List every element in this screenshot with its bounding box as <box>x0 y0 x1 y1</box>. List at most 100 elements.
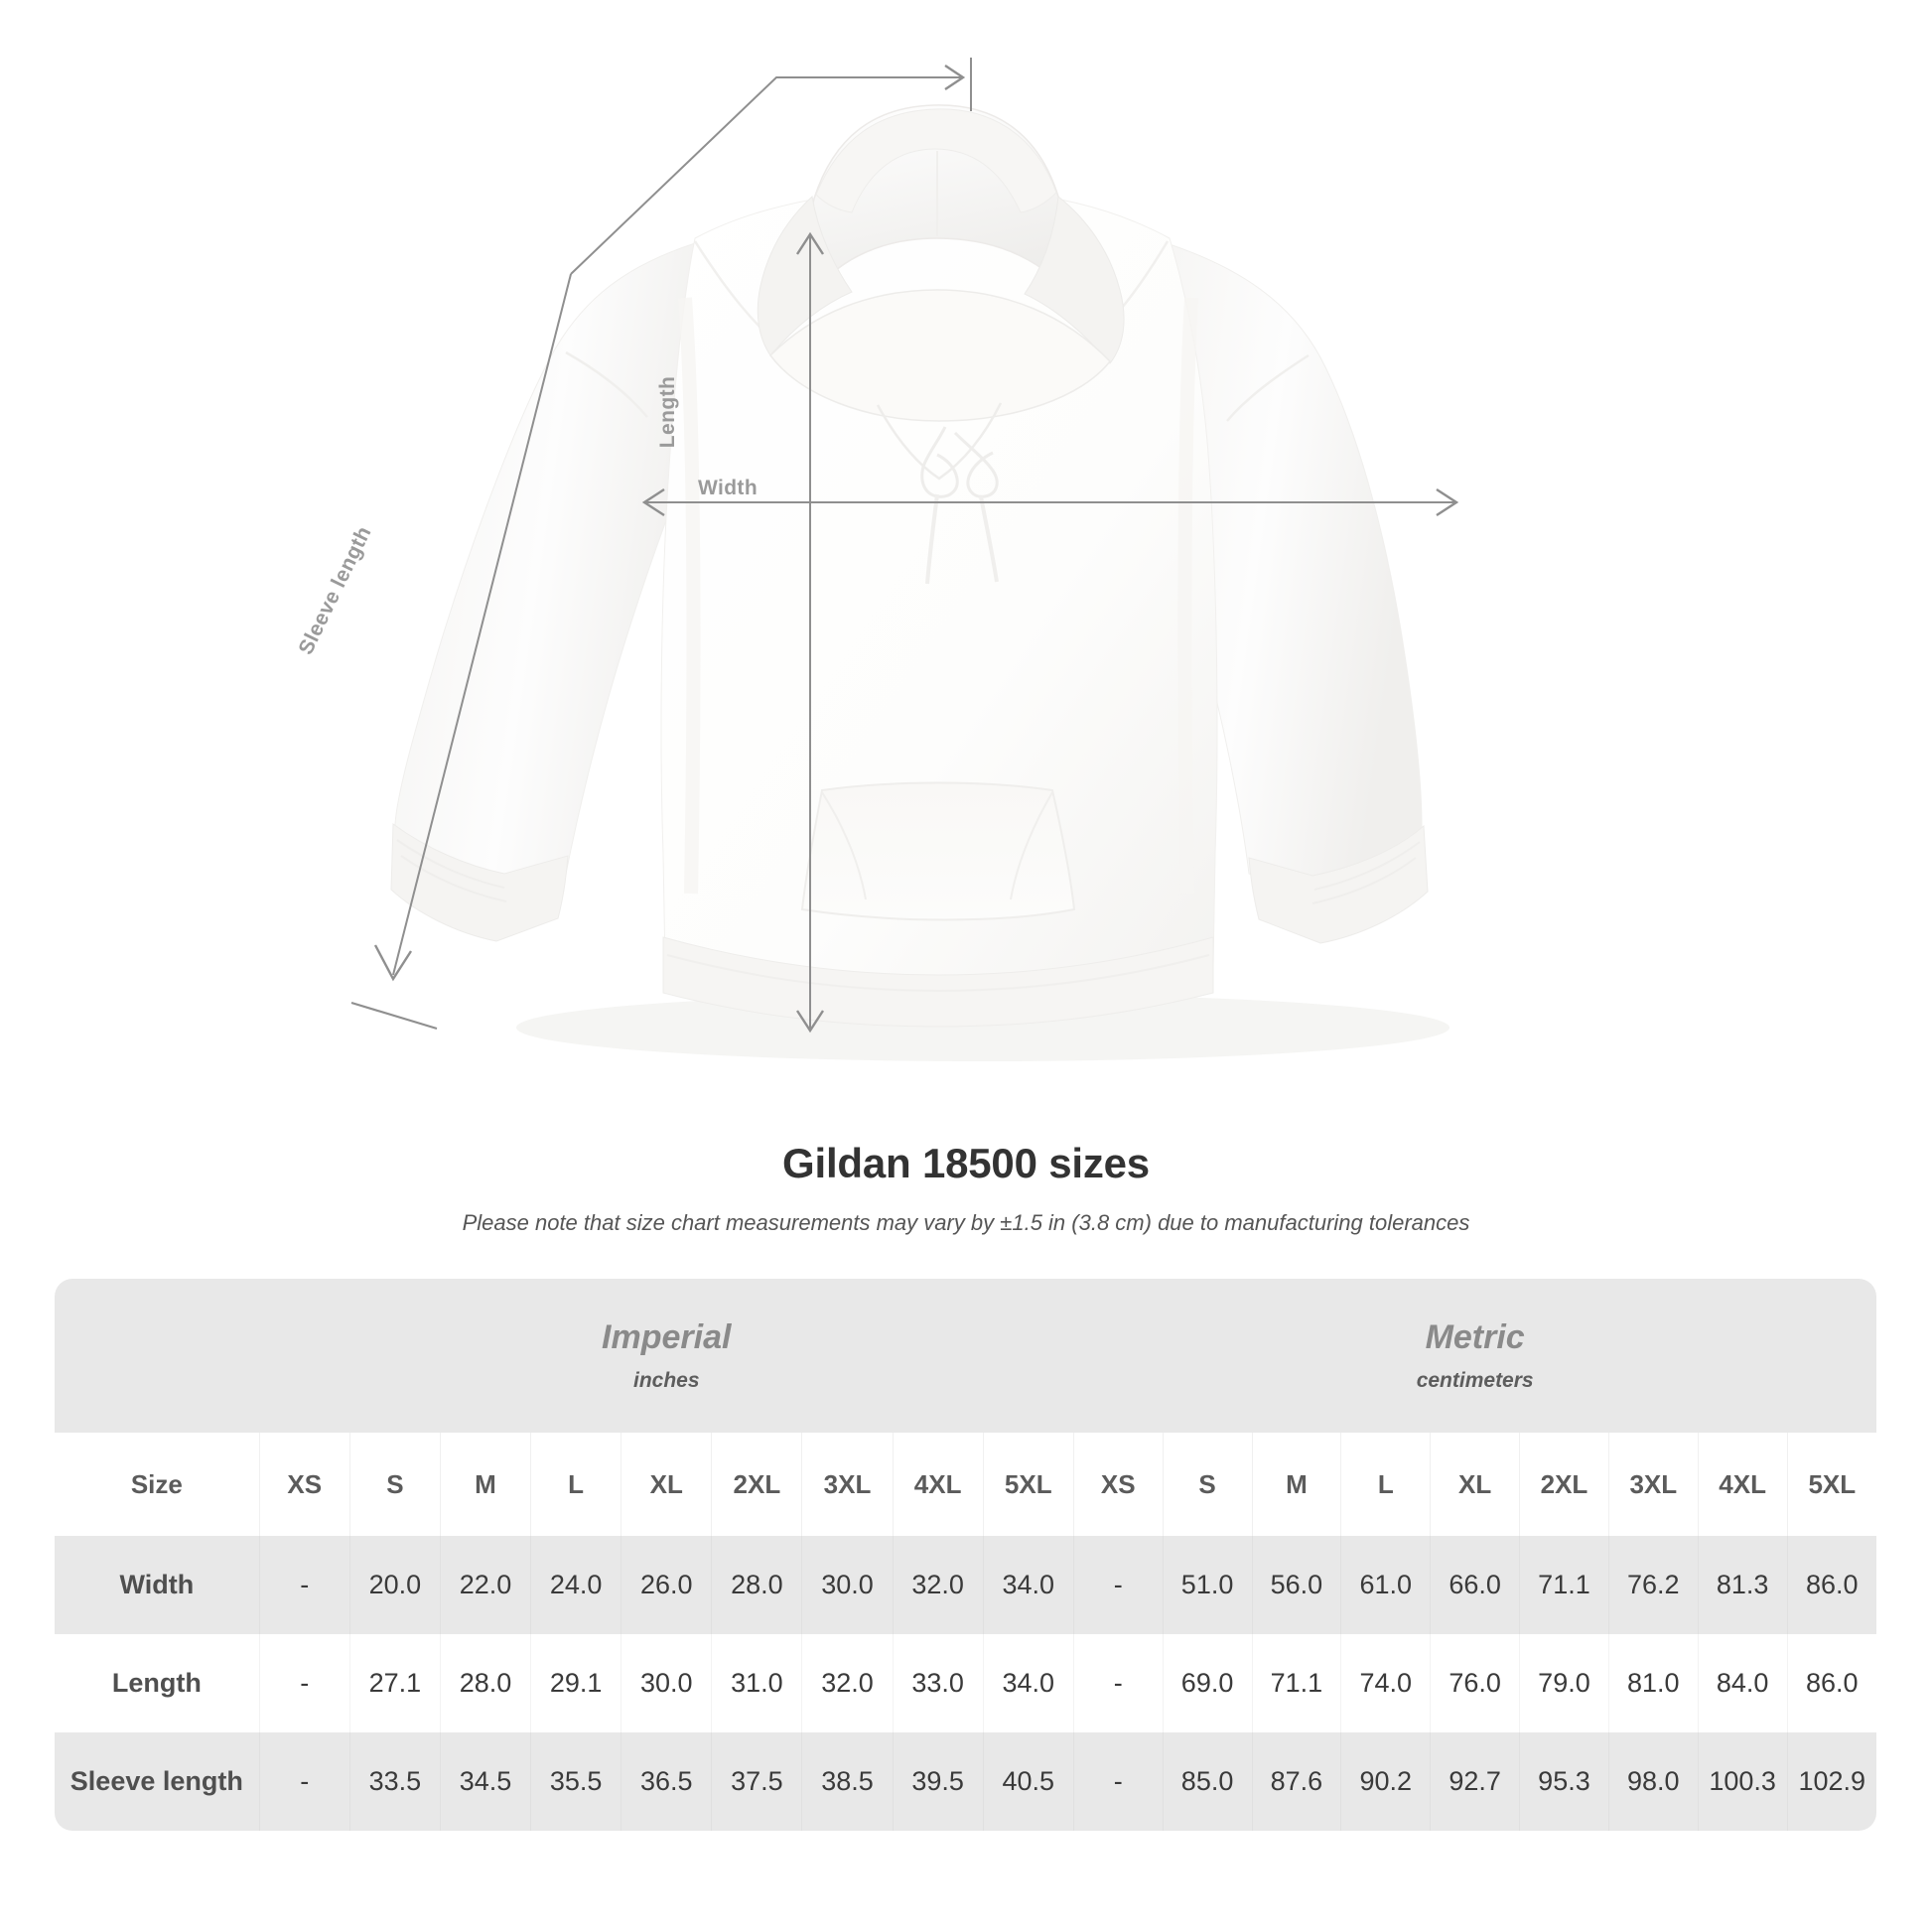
cell-width-imperial-xl: 26.0 <box>621 1536 712 1634</box>
cell-width-metric-3xl: 76.2 <box>1607 1536 1699 1634</box>
cell-width-imperial-2xl: 28.0 <box>711 1536 802 1634</box>
table-row: Length - 27.1 28.0 29.1 30.0 31.0 32.0 3… <box>55 1634 1876 1732</box>
hoodie-illustration <box>350 58 1459 1061</box>
cell-width-metric-l: 61.0 <box>1340 1536 1431 1634</box>
sleeve-length-leader <box>570 58 972 275</box>
cell-width-metric-5xl: 86.0 <box>1786 1536 1876 1634</box>
cell-length-metric-4xl: 84.0 <box>1697 1634 1788 1732</box>
header-imperial-2xl: 2XL <box>711 1433 802 1536</box>
cell-width-metric-s: 51.0 <box>1162 1536 1252 1634</box>
cell-sleeve-imperial-l: 35.5 <box>530 1732 621 1831</box>
cell-sleeve-imperial-2xl: 37.5 <box>711 1732 802 1831</box>
cell-width-imperial-xs: - <box>258 1536 350 1634</box>
unit-sub-metric: centimeters <box>1416 1369 1534 1393</box>
cell-width-imperial-4xl: 32.0 <box>892 1536 984 1634</box>
cell-width-metric-4xl: 81.3 <box>1697 1536 1788 1634</box>
cell-sleeve-metric-4xl: 100.3 <box>1697 1732 1788 1831</box>
cell-length-metric-xs: - <box>1072 1634 1164 1732</box>
width-label: Width <box>697 477 759 499</box>
header-imperial-xl: XL <box>621 1433 712 1536</box>
cell-sleeve-imperial-xs: - <box>258 1732 350 1831</box>
measurement-guides <box>350 58 1459 1034</box>
title-block: Gildan 18500 sizes Please note that size… <box>0 1140 1932 1236</box>
cell-sleeve-imperial-5xl: 40.5 <box>982 1732 1074 1831</box>
cell-sleeve-metric-xs: - <box>1072 1732 1164 1831</box>
cell-sleeve-metric-2xl: 95.3 <box>1519 1732 1609 1831</box>
header-size: Size <box>55 1433 260 1536</box>
length-label: Length <box>656 375 679 449</box>
hoodie-diagram: Sleeve length Length Width <box>294 58 1459 1061</box>
row-label-sleeve-length: Sleeve length <box>55 1732 260 1831</box>
header-metric-5xl: 5XL <box>1786 1433 1876 1536</box>
header-metric-l: L <box>1340 1433 1431 1536</box>
cell-sleeve-metric-3xl: 98.0 <box>1607 1732 1699 1831</box>
cell-length-imperial-l: 29.1 <box>530 1634 621 1732</box>
header-imperial-4xl: 4XL <box>892 1433 984 1536</box>
page-title: Gildan 18500 sizes <box>782 1140 1150 1186</box>
cell-length-imperial-3xl: 32.0 <box>801 1634 894 1732</box>
cell-sleeve-imperial-4xl: 39.5 <box>892 1732 984 1831</box>
cell-length-imperial-m: 28.0 <box>439 1634 531 1732</box>
unit-name-imperial: Imperial <box>602 1317 732 1356</box>
cell-length-metric-xl: 76.0 <box>1430 1634 1520 1732</box>
header-imperial-3xl: 3XL <box>801 1433 894 1536</box>
cell-length-metric-m: 71.1 <box>1251 1634 1341 1732</box>
table-row: Width - 20.0 22.0 24.0 26.0 28.0 30.0 32… <box>55 1536 1876 1634</box>
cell-sleeve-imperial-m: 34.5 <box>439 1732 531 1831</box>
cell-width-imperial-m: 22.0 <box>439 1536 531 1634</box>
table-row: Sleeve length - 33.5 34.5 35.5 36.5 37.5… <box>55 1732 1876 1831</box>
cell-sleeve-metric-5xl: 102.9 <box>1786 1732 1876 1831</box>
header-metric-3xl: 3XL <box>1607 1433 1699 1536</box>
unit-band-imperial: Imperial inches <box>259 1279 1074 1433</box>
cell-length-imperial-2xl: 31.0 <box>711 1634 802 1732</box>
cell-sleeve-metric-xl: 92.7 <box>1430 1732 1520 1831</box>
cell-width-imperial-l: 24.0 <box>530 1536 621 1634</box>
header-imperial-m: M <box>439 1433 531 1536</box>
header-imperial-l: L <box>530 1433 621 1536</box>
cell-sleeve-imperial-s: 33.5 <box>348 1732 441 1831</box>
garment-artwork <box>390 104 1449 1061</box>
cell-sleeve-imperial-3xl: 38.5 <box>801 1732 894 1831</box>
cell-length-metric-2xl: 79.0 <box>1519 1634 1609 1732</box>
unit-name-metric: Metric <box>1425 1317 1525 1356</box>
header-imperial-5xl: 5XL <box>982 1433 1074 1536</box>
cell-width-imperial-5xl: 34.0 <box>982 1536 1074 1634</box>
header-metric-s: S <box>1162 1433 1252 1536</box>
size-table: Imperial inches Metric centimeters Size … <box>55 1279 1876 1831</box>
size-table-wrapper: Imperial inches Metric centimeters Size … <box>55 1279 1876 1831</box>
unit-band-spacer <box>55 1279 260 1433</box>
cell-length-imperial-s: 27.1 <box>348 1634 441 1732</box>
cell-width-metric-2xl: 71.1 <box>1519 1536 1609 1634</box>
cell-length-metric-3xl: 81.0 <box>1607 1634 1699 1732</box>
cell-sleeve-metric-s: 85.0 <box>1162 1732 1252 1831</box>
header-imperial-s: S <box>348 1433 441 1536</box>
cell-sleeve-imperial-xl: 36.5 <box>621 1732 712 1831</box>
unit-band-metric: Metric centimeters <box>1073 1279 1876 1433</box>
row-label-length: Length <box>55 1634 260 1732</box>
cell-length-imperial-4xl: 33.0 <box>892 1634 984 1732</box>
cell-sleeve-metric-m: 87.6 <box>1251 1732 1341 1831</box>
header-imperial-xs: XS <box>258 1433 350 1536</box>
header-metric-4xl: 4XL <box>1697 1433 1788 1536</box>
header-metric-2xl: 2XL <box>1519 1433 1609 1536</box>
cell-length-metric-l: 74.0 <box>1340 1634 1431 1732</box>
tolerance-note: Please note that size chart measurements… <box>462 1210 1470 1235</box>
cell-length-imperial-xl: 30.0 <box>621 1634 712 1732</box>
cell-sleeve-metric-l: 90.2 <box>1340 1732 1431 1831</box>
width-measure <box>641 487 1459 517</box>
unit-sub-imperial: inches <box>632 1369 700 1393</box>
length-measure <box>795 231 825 1034</box>
header-metric-m: M <box>1251 1433 1341 1536</box>
cell-length-metric-s: 69.0 <box>1162 1634 1252 1732</box>
cell-width-imperial-3xl: 30.0 <box>801 1536 894 1634</box>
cell-width-metric-m: 56.0 <box>1251 1536 1341 1634</box>
cell-length-imperial-xs: - <box>258 1634 350 1732</box>
sleeve-length-measure <box>350 273 572 1031</box>
cell-width-metric-xl: 66.0 <box>1430 1536 1520 1634</box>
cell-width-metric-xs: - <box>1072 1536 1164 1634</box>
cell-width-imperial-s: 20.0 <box>348 1536 441 1634</box>
header-metric-xs: XS <box>1072 1433 1164 1536</box>
cell-length-imperial-5xl: 34.0 <box>982 1634 1074 1732</box>
unit-band-row: Imperial inches Metric centimeters <box>55 1279 1876 1433</box>
header-metric-xl: XL <box>1430 1433 1520 1536</box>
